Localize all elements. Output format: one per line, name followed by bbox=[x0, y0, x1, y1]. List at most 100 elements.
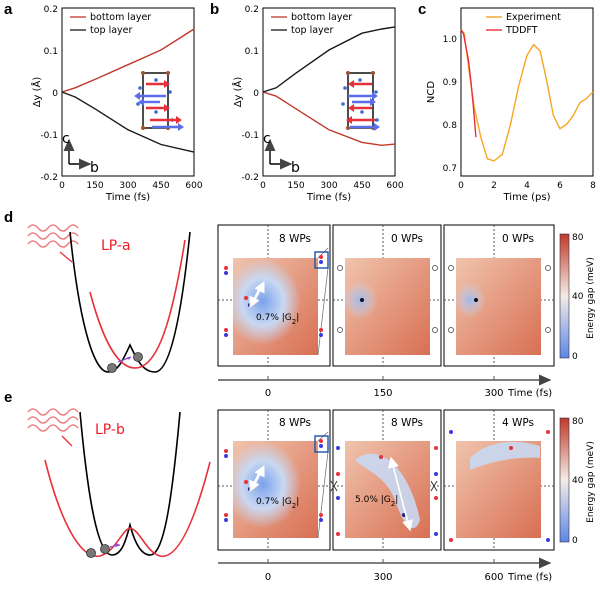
g-label-e-2: 5.0% |G2| bbox=[355, 495, 398, 508]
y-tick-b-1: 0.1 bbox=[245, 47, 259, 57]
x-tick-b-0: 0 bbox=[260, 181, 266, 191]
lp-label-d: LP-a bbox=[101, 238, 131, 254]
cbar-label-e: Energy gap (meV) bbox=[586, 441, 596, 523]
series-lines-b bbox=[262, 26, 396, 147]
time-tick-d-2: 300 bbox=[484, 388, 503, 399]
chart-panel-c: 1.0 0.9 0.8 0.7 0 2 4 6 8 Time (ps) NCD … bbox=[426, 7, 596, 203]
y-tick-labels-b: 0.2 0.1 0 -0.1 -0.2 bbox=[241, 5, 259, 183]
particle-e-2 bbox=[86, 548, 96, 558]
series-line-c-1 bbox=[460, 29, 477, 138]
g-label-e-1: 0.7% |G2| bbox=[256, 497, 299, 510]
time-tick-e-2: 600 bbox=[484, 572, 503, 583]
snapshot-e-3 bbox=[443, 409, 555, 551]
legend-label-a-bottom: bottom layer bbox=[90, 12, 151, 23]
cbar-tick-e-0: 80 bbox=[572, 417, 584, 427]
crystal-inset-a bbox=[134, 71, 184, 131]
x-tick-c-1: 2 bbox=[491, 181, 497, 191]
particle-e-1 bbox=[100, 544, 110, 554]
wp-label-d-1: 8 WPs bbox=[279, 233, 311, 245]
chart-panel-b: 0.2 0.1 0 -0.1 -0.2 0 150 300 450 600 Ti… bbox=[231, 5, 404, 203]
series-line-a-0 bbox=[61, 28, 195, 93]
time-label-d: Time (fs) bbox=[507, 388, 552, 399]
snapshot-e-2 bbox=[330, 409, 442, 551]
panel-e: LP-b 8 WPs 0.7% |G2| bbox=[27, 408, 596, 583]
series-line-a-1 bbox=[61, 91, 195, 153]
snapshot-e-1 bbox=[217, 409, 331, 551]
x-tick-b-3: 450 bbox=[353, 181, 370, 191]
y-tick-labels-c: 1.0 0.9 0.8 0.7 bbox=[443, 35, 458, 174]
x-axis-label-c: Time (ps) bbox=[502, 192, 550, 203]
legend-label-a-top: top layer bbox=[90, 25, 133, 36]
legend-label-b-bottom: bottom layer bbox=[291, 12, 352, 23]
series-line-b-0 bbox=[262, 91, 396, 147]
time-tick-e-0: 0 bbox=[265, 572, 271, 583]
x-tick-labels-c: 0 2 4 6 8 bbox=[458, 181, 596, 191]
x-tick-c-4: 8 bbox=[590, 181, 596, 191]
cbar-label-d: Energy gap (meV) bbox=[586, 257, 596, 339]
legend-label-c-experiment: Experiment bbox=[506, 12, 561, 23]
time-tick-d-0: 0 bbox=[265, 388, 271, 399]
snapshot-d-3 bbox=[443, 224, 555, 367]
legend-label-c-tddft: TDDFT bbox=[505, 25, 538, 36]
y-tick-a-2: 0 bbox=[52, 89, 58, 99]
lp-label-e: LP-b bbox=[95, 422, 125, 438]
time-tick-d-1: 150 bbox=[373, 388, 392, 399]
axis-c-a: c bbox=[62, 131, 70, 147]
snapshot-d-2 bbox=[332, 224, 442, 367]
panel-label-d: d bbox=[4, 209, 13, 226]
axis-c-b: c bbox=[263, 131, 271, 147]
cbar-tick-e-1: 40 bbox=[572, 476, 584, 486]
panel-label-c: c bbox=[418, 1, 426, 18]
y-tick-b-3: -0.1 bbox=[241, 131, 259, 141]
potential-curve-red-e bbox=[44, 459, 211, 557]
potential-curve-red-d bbox=[89, 239, 186, 369]
y-tick-c-2: 0.8 bbox=[443, 121, 458, 131]
transition-arrowhead-d bbox=[127, 357, 131, 360]
y-tick-b-0: 0.2 bbox=[245, 5, 259, 15]
y-axis-label-c: NCD bbox=[426, 81, 437, 103]
y-tick-labels-a: 0.2 0.1 0 -0.1 -0.2 bbox=[40, 5, 58, 183]
x-tick-labels-a: 0 150 300 450 600 bbox=[59, 181, 203, 191]
axis-b-a: b bbox=[90, 160, 99, 176]
x-tick-a-3: 450 bbox=[152, 181, 169, 191]
particle-d-2 bbox=[133, 352, 143, 362]
x-axis-label-a: Time (fs) bbox=[105, 192, 150, 203]
panel-label-b: b bbox=[210, 1, 219, 18]
y-tick-c-0: 1.0 bbox=[443, 35, 458, 45]
x-axis-label-b: Time (fs) bbox=[306, 192, 351, 203]
crystal-inset-b bbox=[341, 71, 380, 131]
x-tick-a-0: 0 bbox=[59, 181, 65, 191]
x-tick-b-2: 300 bbox=[320, 181, 337, 191]
particle-d-1 bbox=[107, 363, 117, 373]
wp-label-d-3: 0 WPs bbox=[502, 233, 534, 245]
laser-arrow-e bbox=[61, 435, 73, 447]
y-axis-label-b: Δy (Å) bbox=[231, 77, 244, 108]
series-line-c-0 bbox=[460, 29, 594, 162]
x-tick-c-0: 0 bbox=[458, 181, 464, 191]
series-line-b-1 bbox=[262, 26, 396, 93]
cbar-tick-e-2: 0 bbox=[572, 536, 578, 546]
y-axis-label-a: Δy (Å) bbox=[30, 77, 43, 108]
snapshot-d-1 bbox=[217, 224, 331, 367]
potential-curve-black-e bbox=[79, 411, 181, 556]
y-tick-b-2: 0 bbox=[253, 89, 259, 99]
y-tick-a-3: -0.1 bbox=[40, 131, 58, 141]
potential-curve-black-d bbox=[69, 231, 191, 373]
panel-label-a: a bbox=[4, 1, 13, 18]
y-tick-c-3: 0.7 bbox=[443, 164, 457, 174]
x-tick-c-2: 4 bbox=[524, 181, 530, 191]
time-tick-e-1: 300 bbox=[373, 572, 392, 583]
axis-b-b: b bbox=[291, 160, 300, 176]
laser-arrow-d bbox=[59, 251, 73, 263]
wp-label-e-3: 4 WPs bbox=[502, 417, 534, 429]
y-tick-a-1: 0.1 bbox=[44, 47, 58, 57]
legend-label-b-top: top layer bbox=[291, 25, 334, 36]
panel-label-e: e bbox=[4, 389, 12, 406]
panel-d: LP-a 8 WPs 0.7% |G2| bbox=[27, 224, 596, 399]
series-lines-a bbox=[61, 28, 195, 153]
wp-label-d-2: 0 WPs bbox=[391, 233, 423, 245]
laser-pulse-icon bbox=[27, 224, 79, 248]
wp-label-e-2: 8 WPs bbox=[391, 417, 423, 429]
cbar-tick-d-2: 0 bbox=[572, 352, 578, 362]
y-tick-a-0: 0.2 bbox=[44, 5, 58, 15]
